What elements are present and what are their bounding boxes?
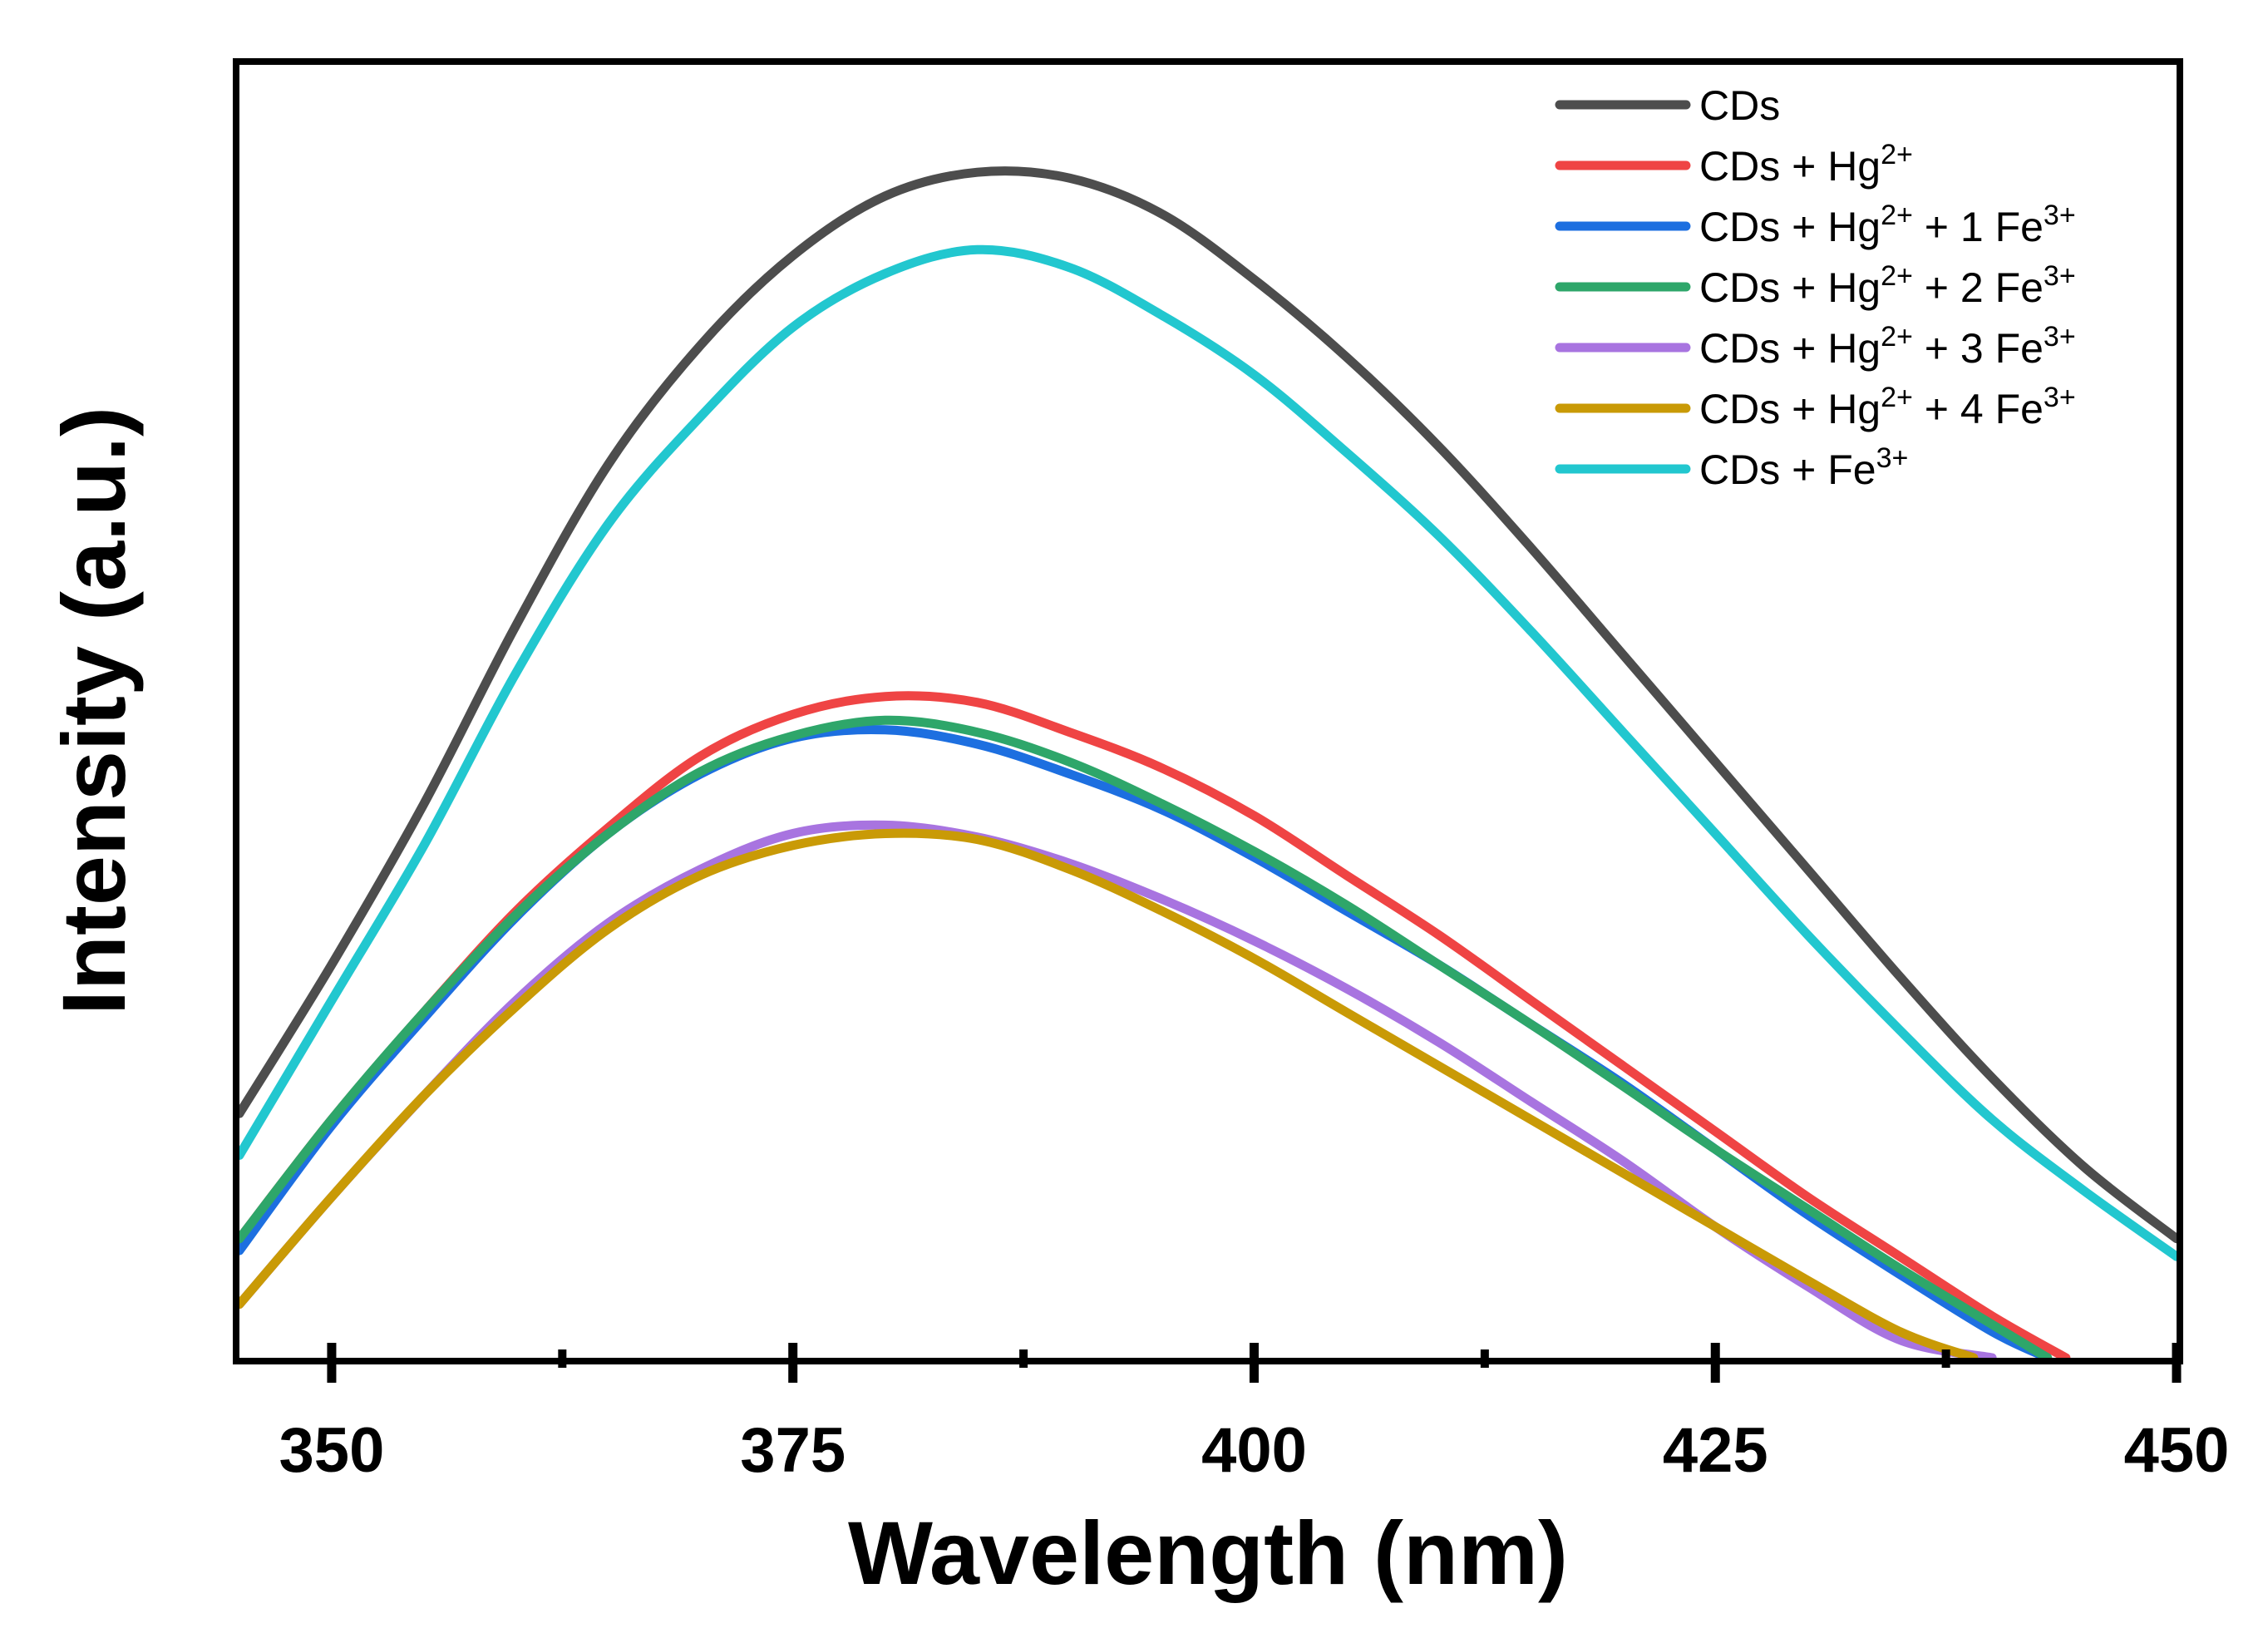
x-axis-title: Wavelength (nm) [848,1502,1568,1603]
series-line-6 [239,828,1979,1358]
legend-entry: CDs + Fe3+ [1555,442,1908,493]
series-line-5 [239,820,1997,1358]
x-tick-label: 425 [1663,1415,1768,1486]
legend-entry: CDs + Hg2+ + 3 Fe3+ [1555,321,2076,372]
x-tick-label: 350 [279,1415,385,1486]
y-axis-title: Intensity (a.u.) [43,407,144,1015]
legend-label: CDs + Hg2+ [1699,139,1913,190]
legend-label: CDs [1699,82,1780,129]
legend-label: CDs + Hg2+ + 1 Fe3+ [1699,200,2076,250]
legend-label: CDs + Hg2+ + 2 Fe3+ [1699,260,2076,311]
series-line-1 [239,166,2177,1244]
legend-entry: CDs + Hg2+ + 1 Fe3+ [1555,200,2076,250]
legend-entry: CDs + Hg2+ + 2 Fe3+ [1555,260,2076,311]
legend-label: CDs + Hg2+ + 4 Fe3+ [1699,382,2076,432]
legend-label: CDs + Hg2+ + 3 Fe3+ [1699,321,2076,372]
legend-label: CDs + Fe3+ [1699,442,1908,493]
x-tick-label: 400 [1201,1415,1307,1486]
legend-entry: CDs + Hg2+ + 4 Fe3+ [1555,382,2076,432]
series-layer [239,166,2177,1358]
plot-frame [233,58,2183,1364]
series-line-7 [239,244,2177,1261]
series-line-4 [239,715,2053,1358]
legend: CDs CDs + Hg2+ CDs + Hg2+ + 1 Fe3+ CDs + Hg… [1555,82,2076,493]
legend-entry: CDs + Hg2+ [1555,139,1913,190]
x-tick-label: 450 [2124,1415,2230,1486]
x-tick-label: 375 [740,1415,846,1486]
legend-entry: CDs [1555,82,1780,129]
x-axis-ticks: 350 375 400 425 450 [279,1343,2230,1486]
